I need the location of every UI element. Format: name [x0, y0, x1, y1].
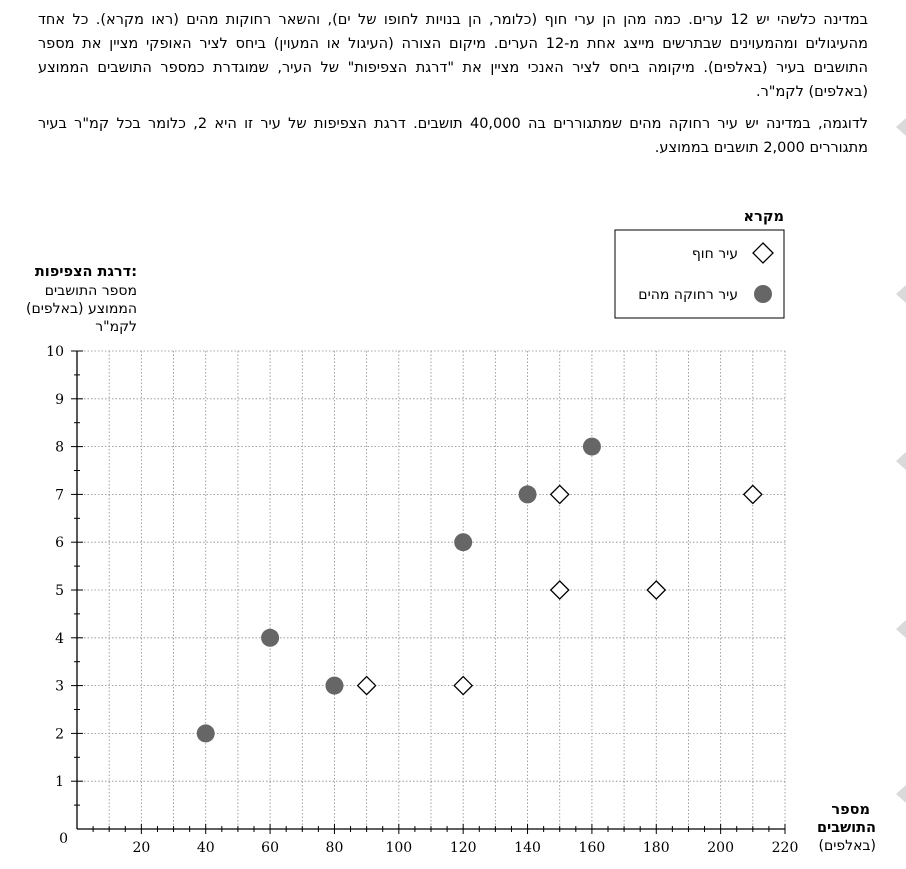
y-tick-label: 7: [55, 487, 64, 503]
x-axis-title-line: התושבים: [817, 820, 876, 836]
x-tick-label: 120: [450, 840, 477, 856]
y-axis-label-line: לקמ"ר: [95, 319, 137, 335]
x-tick-label: 80: [326, 840, 344, 856]
coastal-city-diamond: [549, 484, 570, 505]
y-tick-label: 9: [55, 392, 64, 408]
inland-city-circle: [454, 533, 473, 552]
coastal-city-diamond: [742, 484, 763, 505]
x-axis-title-line: מספר: [831, 802, 870, 818]
data-points: [196, 437, 763, 743]
y-tick-label: 10: [46, 344, 64, 360]
page-edge-mark: [896, 285, 906, 303]
inland-city-circle: [261, 628, 280, 647]
legend-circle-icon: [754, 285, 772, 303]
y-tick-label: 5: [55, 583, 64, 599]
x-tick-label: 140: [514, 840, 541, 856]
inland-city-circle: [196, 724, 215, 743]
y-tick-label: 8: [55, 440, 64, 456]
page-edge-mark: [896, 785, 906, 803]
legend-label-coastal: עיר חוף: [692, 246, 738, 262]
legend-box: [614, 229, 785, 319]
x-tick-label: 160: [579, 840, 606, 856]
inland-city-circle: [325, 676, 344, 695]
y-axis-title: דרגת הצפיפות:: [35, 264, 137, 280]
page-edge-mark: [896, 118, 906, 136]
y-tick-label: 6: [55, 535, 64, 551]
x-tick-label: 20: [132, 840, 150, 856]
example-paragraph: לדוגמה, במדינה יש עיר רחוקה מהים שמתגורר…: [38, 116, 869, 156]
page-edge-mark: [896, 620, 906, 638]
x-tick-label: 100: [385, 840, 412, 856]
y-axis-label-line: מספר התושבים: [45, 283, 137, 299]
y-tick-label: 4: [55, 631, 64, 647]
coastal-city-diamond: [646, 580, 667, 600]
legend: מקרא עיר חוף עיר רחוקה מהים: [614, 209, 785, 319]
coastal-city-diamond: [356, 675, 377, 696]
x-tick-label: 40: [197, 840, 215, 856]
legend-diamond-icon: [752, 242, 774, 264]
x-axis-unit-label: (באלפים): [818, 838, 876, 854]
legend-label-inland: עיר רחוקה מהים: [638, 287, 738, 303]
inland-city-circle: [518, 485, 537, 504]
page-edge-mark: [896, 452, 906, 470]
y-tick-label: 1: [55, 774, 64, 790]
ticks: 20 40 60 80 100 120 140 160 180 200 22012345678910…: [46, 344, 798, 856]
inland-city-circle: [582, 437, 601, 456]
origin-label: 0: [59, 831, 68, 847]
y-axis-label-line: הממוצע (באלפים): [26, 301, 137, 317]
x-tick-label: 180: [643, 840, 670, 856]
x-tick-label: 200: [707, 840, 734, 856]
y-tick-label: 2: [55, 726, 64, 742]
x-tick-label: 220: [772, 840, 799, 856]
intro-paragraph: במדינה כלשהי יש 12 ערים. כמה מהן הן ערי …: [38, 12, 868, 100]
grid-lines: [77, 350, 786, 829]
y-tick-label: 3: [55, 679, 64, 695]
legend-title: מקרא: [744, 209, 784, 225]
coastal-city-diamond: [549, 580, 570, 600]
x-tick-label: 60: [261, 840, 279, 856]
coastal-city-diamond: [453, 675, 474, 696]
